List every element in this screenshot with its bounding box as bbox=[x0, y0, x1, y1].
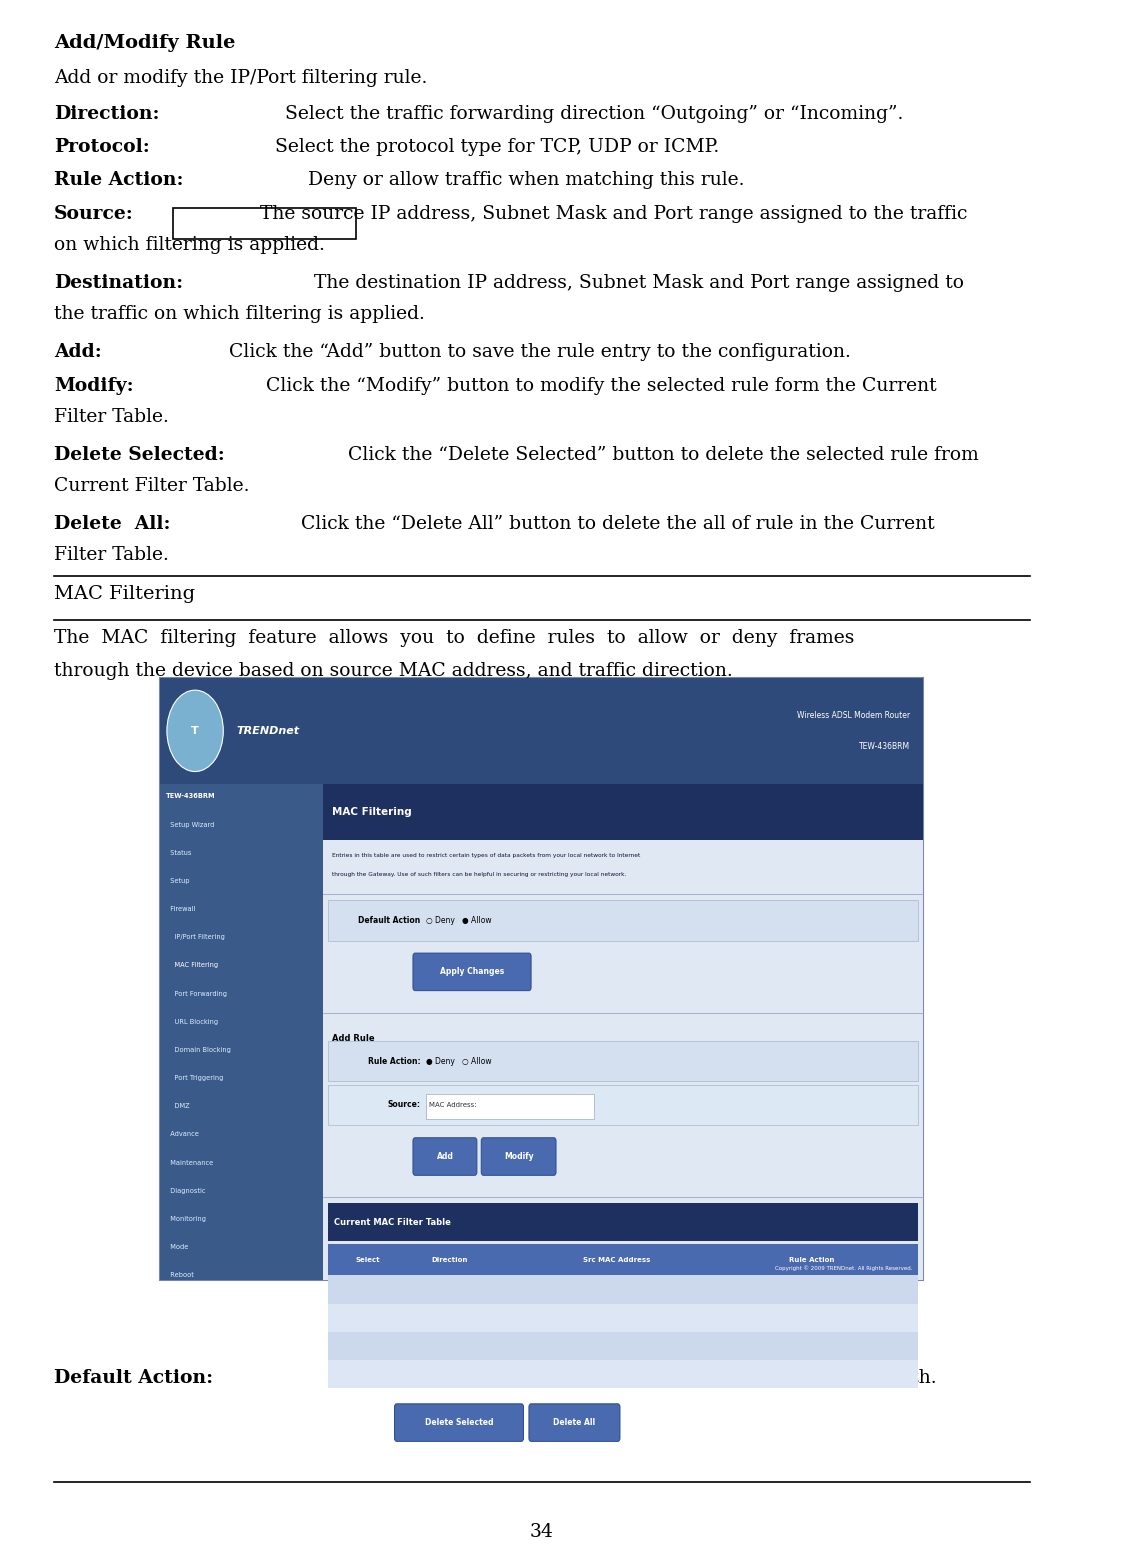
Text: Click the “Delete All” button to delete the all of rule in the Current: Click the “Delete All” button to delete … bbox=[290, 515, 935, 534]
Text: Add:: Add: bbox=[54, 343, 102, 362]
Bar bbox=[328, 1244, 918, 1275]
FancyBboxPatch shape bbox=[413, 1138, 477, 1175]
Bar bbox=[328, 1304, 918, 1332]
Text: Rule Action:: Rule Action: bbox=[368, 1056, 421, 1066]
Text: Diagnostic: Diagnostic bbox=[166, 1188, 205, 1194]
Text: TRENDnet: TRENDnet bbox=[236, 726, 299, 736]
Text: Apply Changes: Apply Changes bbox=[440, 967, 504, 977]
Text: through the device based on source MAC address, and traffic direction.: through the device based on source MAC a… bbox=[54, 662, 733, 681]
Text: The  MAC  filtering  feature  allows  you  to  define  rules  to  allow  or  den: The MAC filtering feature allows you to … bbox=[54, 629, 855, 648]
Text: on which filtering is applied.: on which filtering is applied. bbox=[54, 236, 325, 255]
Text: Delete All: Delete All bbox=[554, 1418, 596, 1427]
Text: Delete  All:: Delete All: bbox=[54, 515, 170, 534]
FancyBboxPatch shape bbox=[482, 1138, 556, 1175]
Bar bbox=[328, 1275, 918, 1304]
Text: Default Action:: Default Action: bbox=[54, 1369, 213, 1388]
Text: ● Deny   ○ Allow: ● Deny ○ Allow bbox=[426, 1056, 492, 1066]
Text: Mode: Mode bbox=[166, 1244, 188, 1250]
Text: Wireless ADSL Modem Router: Wireless ADSL Modem Router bbox=[797, 711, 910, 720]
Text: Rule Action:: Rule Action: bbox=[54, 171, 184, 189]
Bar bbox=[328, 1332, 918, 1360]
Text: Current MAC Filter Table: Current MAC Filter Table bbox=[334, 1218, 451, 1227]
Text: Port Triggering: Port Triggering bbox=[166, 1075, 223, 1081]
Text: Click the “Modify” button to modify the selected rule form the Current: Click the “Modify” button to modify the … bbox=[254, 377, 936, 396]
Bar bbox=[323, 784, 924, 1280]
Text: Add or modify the IP/Port filtering rule.: Add or modify the IP/Port filtering rule… bbox=[54, 69, 428, 88]
Text: Select: Select bbox=[355, 1257, 380, 1263]
Text: Direction: Direction bbox=[431, 1257, 468, 1263]
Text: Add: Add bbox=[437, 1152, 453, 1161]
Bar bbox=[328, 900, 918, 941]
Text: Src MAC Address: Src MAC Address bbox=[583, 1257, 651, 1263]
Text: T: T bbox=[192, 726, 199, 736]
Text: Specify the default action on the LAN to WAN forwarding path.: Specify the default action on the LAN to… bbox=[331, 1369, 937, 1388]
Text: Filter Table.: Filter Table. bbox=[54, 408, 169, 427]
Text: Domain Blocking: Domain Blocking bbox=[166, 1047, 231, 1053]
Text: Protocol:: Protocol: bbox=[54, 138, 150, 156]
Text: Direction:: Direction: bbox=[54, 105, 160, 124]
Bar bbox=[328, 1085, 918, 1125]
Text: DMZ: DMZ bbox=[166, 1103, 190, 1110]
Text: Modify:: Modify: bbox=[54, 377, 134, 396]
Text: Filter Table.: Filter Table. bbox=[54, 546, 169, 565]
Bar bbox=[328, 1041, 918, 1081]
Text: Select the traffic forwarding direction “Outgoing” or “Incoming”.: Select the traffic forwarding direction … bbox=[279, 105, 904, 124]
Text: Select the protocol type for TCP, UDP or ICMP.: Select the protocol type for TCP, UDP or… bbox=[270, 138, 720, 156]
Text: through the Gateway. Use of such filters can be helpful in securing or restricti: through the Gateway. Use of such filters… bbox=[332, 872, 626, 876]
Text: MAC Filtering: MAC Filtering bbox=[54, 585, 195, 604]
Text: Click the “Add” button to save the rule entry to the configuration.: Click the “Add” button to save the rule … bbox=[223, 343, 852, 362]
Bar bbox=[328, 1360, 918, 1388]
Text: MAC Filtering: MAC Filtering bbox=[166, 962, 218, 969]
Text: Delete Selected: Delete Selected bbox=[425, 1418, 493, 1427]
Bar bbox=[173, 208, 356, 238]
Text: Destination:: Destination: bbox=[54, 274, 184, 293]
Bar bbox=[328, 1203, 918, 1241]
Bar bbox=[160, 784, 323, 1280]
Text: Reboot: Reboot bbox=[166, 1272, 194, 1279]
FancyBboxPatch shape bbox=[395, 1404, 523, 1441]
Text: Advance: Advance bbox=[166, 1131, 199, 1138]
Text: TEW-436BRM: TEW-436BRM bbox=[166, 793, 215, 800]
Text: Maintenance: Maintenance bbox=[166, 1160, 213, 1166]
Bar bbox=[160, 678, 924, 1280]
Text: ○ Deny   ● Allow: ○ Deny ● Allow bbox=[426, 916, 492, 925]
Text: MAC Filtering: MAC Filtering bbox=[332, 808, 412, 817]
Text: Monitoring: Monitoring bbox=[166, 1216, 205, 1222]
Text: Delete Selected:: Delete Selected: bbox=[54, 446, 224, 465]
Text: Default Action: Default Action bbox=[359, 916, 421, 925]
Text: Setup Wizard: Setup Wizard bbox=[166, 822, 214, 828]
Text: 34: 34 bbox=[530, 1523, 554, 1542]
Text: Click the “Delete Selected” button to delete the selected rule from: Click the “Delete Selected” button to de… bbox=[342, 446, 978, 465]
Text: Current Filter Table.: Current Filter Table. bbox=[54, 477, 249, 496]
Text: Entries in this table are used to restrict certain types of data packets from yo: Entries in this table are used to restri… bbox=[332, 853, 640, 858]
Text: Port Forwarding: Port Forwarding bbox=[166, 991, 227, 997]
Text: Firewall: Firewall bbox=[166, 906, 195, 912]
Text: the traffic on which filtering is applied.: the traffic on which filtering is applie… bbox=[54, 305, 425, 324]
Bar bbox=[323, 784, 924, 840]
Text: Add Rule: Add Rule bbox=[332, 1034, 374, 1044]
Text: Add/Modify Rule: Add/Modify Rule bbox=[54, 34, 236, 53]
Text: IP/Port Filtering: IP/Port Filtering bbox=[166, 934, 224, 941]
Circle shape bbox=[167, 690, 223, 772]
Bar bbox=[160, 678, 924, 784]
Text: URL Blocking: URL Blocking bbox=[166, 1019, 218, 1025]
Text: Source:: Source: bbox=[54, 205, 134, 224]
FancyBboxPatch shape bbox=[413, 953, 531, 991]
Text: Setup: Setup bbox=[166, 878, 190, 884]
Text: Status: Status bbox=[166, 850, 192, 856]
Bar bbox=[426, 1094, 594, 1119]
Text: MAC Address:: MAC Address: bbox=[430, 1102, 477, 1108]
Text: Copyright © 2009 TRENDnet. All Rights Reserved.: Copyright © 2009 TRENDnet. All Rights Re… bbox=[775, 1265, 913, 1271]
Text: Rule Action: Rule Action bbox=[790, 1257, 835, 1263]
FancyBboxPatch shape bbox=[529, 1404, 620, 1441]
Text: TEW-436BRM: TEW-436BRM bbox=[860, 742, 910, 751]
Text: Modify: Modify bbox=[504, 1152, 534, 1161]
Text: Deny or allow traffic when matching this rule.: Deny or allow traffic when matching this… bbox=[302, 171, 744, 189]
Text: The destination IP address, Subnet Mask and Port range assigned to: The destination IP address, Subnet Mask … bbox=[301, 274, 963, 293]
Text: Source:: Source: bbox=[388, 1100, 421, 1110]
Text: The source IP address, Subnet Mask and Port range assigned to the traffic: The source IP address, Subnet Mask and P… bbox=[254, 205, 968, 224]
